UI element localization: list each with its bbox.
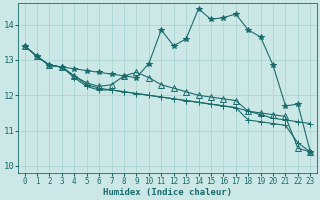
X-axis label: Humidex (Indice chaleur): Humidex (Indice chaleur) (103, 188, 232, 197)
